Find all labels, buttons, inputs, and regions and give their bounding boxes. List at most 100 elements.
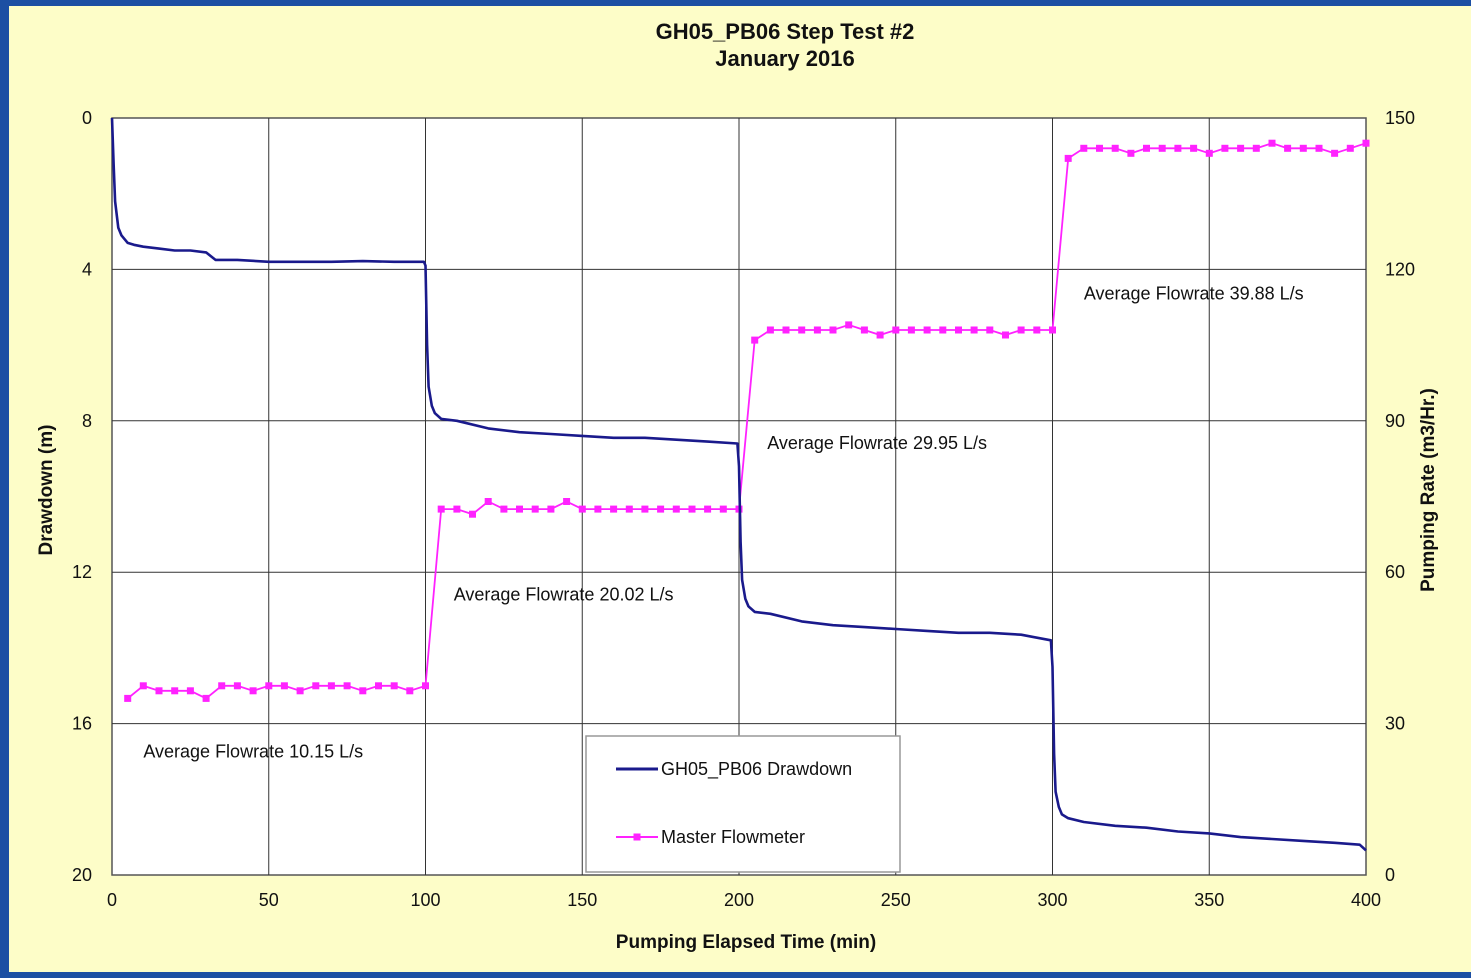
flowmeter-point bbox=[437, 505, 445, 513]
flowmeter-point bbox=[516, 505, 523, 513]
flowmeter-point bbox=[829, 326, 837, 334]
flowmeter-point bbox=[265, 682, 273, 690]
x-axis-label: Pumping Elapsed Time (min) bbox=[616, 932, 876, 953]
y-left-tick-label: 12 bbox=[72, 562, 92, 582]
flowmeter-point bbox=[688, 505, 696, 513]
flowmeter-point bbox=[1143, 144, 1150, 152]
flowmeter-point bbox=[547, 505, 555, 513]
x-tick-label: 250 bbox=[881, 890, 911, 910]
flowmeter-point bbox=[1299, 144, 1307, 152]
flowmeter-point bbox=[1190, 144, 1198, 152]
flowmeter-point bbox=[641, 505, 649, 513]
flowmeter-point bbox=[249, 687, 257, 695]
x-tick-label: 150 bbox=[567, 890, 597, 910]
y-axis-left-label: Drawdown (m) bbox=[36, 425, 57, 556]
flowmeter-point bbox=[422, 682, 429, 690]
legend: GH05_PB06 Drawdown Master Flowmeter bbox=[585, 735, 901, 873]
chart-subtitle: January 2016 bbox=[715, 46, 854, 71]
flowmeter-point bbox=[1362, 139, 1370, 147]
flowmeter-point bbox=[1346, 144, 1354, 152]
y-left-tick-label: 4 bbox=[82, 259, 92, 279]
flowmeter-point bbox=[469, 510, 476, 518]
flowmeter-point bbox=[1174, 144, 1182, 152]
y-left-tick-label: 8 bbox=[82, 411, 92, 431]
y-right-tick-label: 150 bbox=[1385, 108, 1415, 128]
flowmeter-point bbox=[1033, 326, 1041, 334]
flowmeter-point bbox=[923, 326, 931, 334]
flowmeter-point bbox=[845, 321, 853, 329]
y-left-tick-label: 20 bbox=[72, 865, 92, 885]
drawdown-line bbox=[110, 117, 1367, 852]
flowmeter-point bbox=[798, 326, 806, 334]
flowmeter-point bbox=[280, 682, 288, 690]
y-left-tick-label: 16 bbox=[72, 714, 92, 734]
x-tick-label: 100 bbox=[410, 890, 440, 910]
flowmeter-point bbox=[766, 326, 774, 334]
y-right-tick-label: 0 bbox=[1385, 865, 1395, 885]
flowmeter-point bbox=[563, 498, 571, 505]
flowmeter-point bbox=[594, 505, 602, 513]
flowmeter-point bbox=[1158, 144, 1166, 152]
flowmeter-point bbox=[970, 326, 978, 334]
x-tick-label: 0 bbox=[107, 890, 117, 910]
flowmeter-point bbox=[751, 336, 759, 344]
flowmeter-point bbox=[1221, 144, 1229, 152]
flowmeter-point bbox=[1064, 154, 1072, 162]
flowmeter-point bbox=[1049, 326, 1056, 334]
flowmeter-point bbox=[484, 498, 492, 505]
flowmeter-point bbox=[171, 687, 179, 695]
legend-label-flowmeter: Master Flowmeter bbox=[661, 827, 805, 847]
chart-title: GH05_PB06 Step Test #2 bbox=[656, 19, 915, 44]
flowrate-annotation: Average Flowrate 29.95 L/s bbox=[767, 433, 987, 453]
flowmeter-point bbox=[1237, 144, 1245, 152]
flowmeter-point bbox=[1080, 144, 1088, 152]
flowmeter-point bbox=[327, 682, 335, 690]
flowmeter-point bbox=[1205, 149, 1213, 157]
flowmeter-point bbox=[1127, 149, 1135, 157]
y-right-tick-label: 60 bbox=[1385, 562, 1405, 582]
flowmeter-point bbox=[124, 694, 132, 702]
x-tick-label: 350 bbox=[1194, 890, 1224, 910]
tick-labels: 0 50 100 150 200 250 300 350 4000481216201501209… bbox=[72, 108, 1415, 910]
flowmeter-point bbox=[782, 326, 790, 334]
flowmeter-point bbox=[625, 505, 633, 513]
y-axis-right-label: Pumping Rate (m3/Hr.) bbox=[1418, 388, 1439, 592]
flowmeter-point bbox=[359, 687, 367, 695]
flowmeter-point bbox=[1284, 144, 1292, 152]
flowmeter-point bbox=[939, 326, 947, 334]
flowmeter-point bbox=[218, 682, 226, 690]
flowrate-annotation: Average Flowrate 20.02 L/s bbox=[454, 585, 674, 605]
flowmeter-point bbox=[1331, 149, 1339, 157]
flowmeter-point bbox=[155, 687, 163, 695]
flowmeter-point bbox=[375, 682, 382, 690]
y-right-tick-label: 90 bbox=[1385, 411, 1405, 431]
legend-box bbox=[585, 735, 901, 873]
flowmeter-point bbox=[186, 687, 194, 695]
flowrate-annotation: Average Flowrate 10.15 L/s bbox=[143, 742, 363, 762]
flowmeter-point bbox=[296, 687, 304, 695]
flowmeter-point bbox=[813, 326, 821, 334]
flowmeter-point bbox=[610, 505, 618, 513]
flowmeter-point bbox=[343, 682, 351, 690]
flowmeter-point bbox=[500, 505, 508, 513]
flowmeter-point bbox=[1111, 144, 1119, 152]
flowmeter-point bbox=[672, 505, 680, 513]
x-tick-label: 50 bbox=[259, 890, 279, 910]
flowmeter-point bbox=[406, 687, 414, 695]
flowmeter-point bbox=[1096, 144, 1103, 152]
flowmeter-point bbox=[202, 694, 210, 702]
flowmeter-point bbox=[531, 505, 539, 513]
y-left-tick-label: 0 bbox=[82, 108, 92, 128]
series-master-flowmeter bbox=[124, 139, 1370, 702]
flowmeter-point bbox=[719, 505, 727, 513]
flowmeter-point bbox=[233, 682, 241, 690]
annotations: Average Flowrate 10.15 L/s Average Flowra… bbox=[143, 284, 1303, 762]
flowmeter-point bbox=[1315, 144, 1323, 152]
flowmeter-point bbox=[986, 326, 994, 334]
flowmeter-point bbox=[453, 505, 461, 513]
flowmeter-point bbox=[955, 326, 962, 334]
x-tick-label: 200 bbox=[724, 890, 754, 910]
flowmeter-point bbox=[578, 505, 586, 513]
x-tick-label: 400 bbox=[1351, 890, 1381, 910]
